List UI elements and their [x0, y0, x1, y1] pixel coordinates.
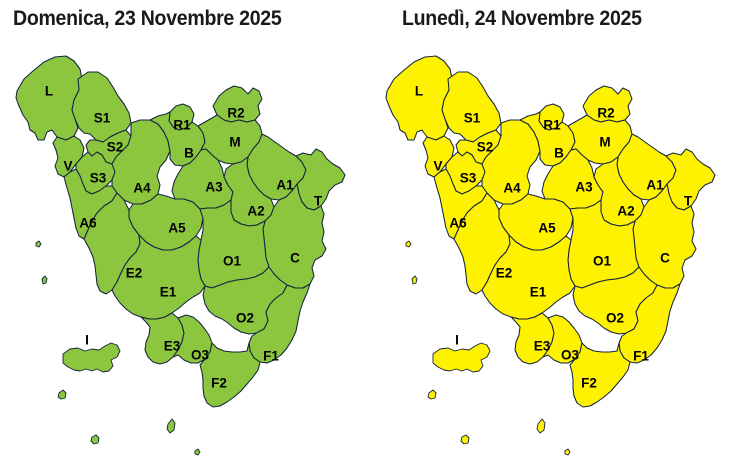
zone-label-S2-monday: S2: [477, 140, 494, 155]
tuscany-map-monday: L V S1 S2 S3 A4 A5 A6 R1 R2 B M A3 A1 A2…: [370, 36, 741, 463]
zone-label-S3: S3: [90, 171, 107, 186]
zone-label-F1-monday: F1: [633, 349, 649, 364]
zone-label-I-monday: I: [455, 333, 459, 348]
zone-label-E1-monday: E1: [530, 285, 547, 300]
island-giglio-monday[interactable]: [536, 418, 546, 434]
zone-T[interactable]: [295, 148, 346, 211]
zone-E1[interactable]: [111, 234, 206, 320]
zone-label-E1: E1: [160, 285, 177, 300]
zone-label-A6-monday: A6: [449, 216, 467, 231]
zone-label-O3-monday: O3: [561, 348, 580, 363]
zone-label-E2-monday: E2: [496, 266, 513, 281]
zone-L-monday[interactable]: [385, 55, 453, 141]
island-gorgona[interactable]: [35, 240, 42, 248]
zone-label-O3: O3: [191, 348, 210, 363]
zone-label-A2-monday: A2: [617, 204, 634, 219]
zone-label-M-monday: M: [599, 135, 610, 150]
zone-O3-monday[interactable]: [542, 314, 583, 364]
zone-O3[interactable]: [172, 314, 213, 364]
zone-label-E3-monday: E3: [534, 339, 551, 354]
zone-label-M: M: [229, 135, 240, 150]
zone-label-F1: F1: [263, 349, 279, 364]
zone-label-L-monday: L: [415, 84, 423, 99]
zone-label-O1-monday: O1: [593, 254, 612, 269]
zone-L[interactable]: [15, 55, 83, 141]
island-giglio[interactable]: [166, 418, 176, 434]
zone-label-V-monday: V: [433, 159, 442, 174]
zone-labels-group: L V S1 S2 S3 A4 A5 A6 R1 R2 B M A3 A1 A2…: [45, 84, 323, 391]
island-pianosa[interactable]: [57, 389, 67, 400]
zone-label-S1-monday: S1: [464, 111, 481, 126]
island-capraia[interactable]: [41, 275, 48, 285]
zone-label-R1: R1: [173, 118, 191, 133]
zone-label-E3: E3: [164, 339, 181, 354]
zone-label-A6: A6: [79, 216, 97, 231]
zone-label-B: B: [184, 146, 194, 161]
zone-label-B-monday: B: [554, 146, 564, 161]
island-giannutri[interactable]: [194, 448, 201, 456]
zone-label-S3-monday: S3: [460, 171, 477, 186]
island-capraia-monday[interactable]: [411, 275, 418, 285]
zone-group: [15, 55, 346, 408]
zone-E1-monday[interactable]: [481, 234, 576, 320]
island-montecristo[interactable]: [90, 434, 100, 445]
island-pianosa-monday[interactable]: [427, 389, 437, 400]
zone-label-F2: F2: [211, 376, 227, 391]
island-giannutri-monday[interactable]: [564, 448, 571, 456]
zone-label-O1: O1: [223, 254, 242, 269]
zone-label-A1-monday: A1: [646, 178, 664, 193]
map-svg-monday: L V S1 S2 S3 A4 A5 A6 R1 R2 B M A3 A1 A2…: [385, 55, 716, 456]
map-svg-sunday: L V S1 S2 S3 A4 A5 A6 R1 R2 B M A3 A1 A2…: [15, 55, 346, 456]
forecast-panel-sunday: Domenica, 23 Novembre 2025: [0, 7, 371, 463]
zone-label-I: I: [85, 333, 89, 348]
zone-label-A5: A5: [168, 221, 186, 236]
zone-group-monday: [385, 55, 716, 408]
zone-label-O2: O2: [236, 311, 254, 326]
zone-label-C-monday: C: [660, 251, 670, 266]
zone-label-A4: A4: [133, 181, 151, 196]
zone-labels-group-monday: L V S1 S2 S3 A4 A5 A6 R1 R2 B M A3 A1 A2…: [415, 84, 693, 391]
zone-label-L: L: [45, 84, 53, 99]
forecast-panel-monday: Lunedì, 24 Novembre 2025: [370, 0, 741, 463]
zone-label-R1-monday: R1: [543, 118, 561, 133]
zone-label-V: V: [63, 159, 72, 174]
zone-T-monday[interactable]: [665, 148, 716, 211]
zone-label-T-monday: T: [684, 194, 693, 209]
island-elba-monday[interactable]: [432, 342, 491, 373]
zone-label-S1: S1: [94, 111, 111, 126]
zone-F2-monday[interactable]: [569, 342, 631, 408]
island-gorgona-monday[interactable]: [405, 240, 412, 248]
islands-group-monday: [405, 240, 571, 456]
island-montecristo-monday[interactable]: [460, 434, 470, 445]
zone-label-S2: S2: [107, 140, 124, 155]
island-elba[interactable]: [62, 342, 121, 373]
zone-label-A3-monday: A3: [575, 180, 593, 195]
zone-label-O2-monday: O2: [606, 311, 624, 326]
zone-label-A3: A3: [205, 180, 223, 195]
zone-label-C: C: [290, 251, 300, 266]
zone-label-F2-monday: F2: [581, 376, 597, 391]
zone-label-A4-monday: A4: [503, 181, 521, 196]
zone-label-T: T: [314, 194, 323, 209]
zone-label-E2: E2: [126, 266, 143, 281]
islands-group: [35, 240, 201, 456]
zone-label-A5-monday: A5: [538, 221, 556, 236]
panel-title-sunday: Domenica, 23 Novembre 2025: [13, 7, 282, 30]
zone-label-R2: R2: [227, 106, 244, 121]
tuscany-map-sunday: L V S1 S2 S3 A4 A5 A6 R1 R2 B M A3 A1 A2…: [0, 36, 371, 463]
zone-F2[interactable]: [199, 342, 261, 408]
panel-title-monday: Lunedì, 24 Novembre 2025: [402, 7, 642, 30]
zone-label-R2-monday: R2: [597, 106, 614, 121]
zone-label-A1: A1: [276, 178, 294, 193]
zone-label-A2: A2: [247, 204, 264, 219]
